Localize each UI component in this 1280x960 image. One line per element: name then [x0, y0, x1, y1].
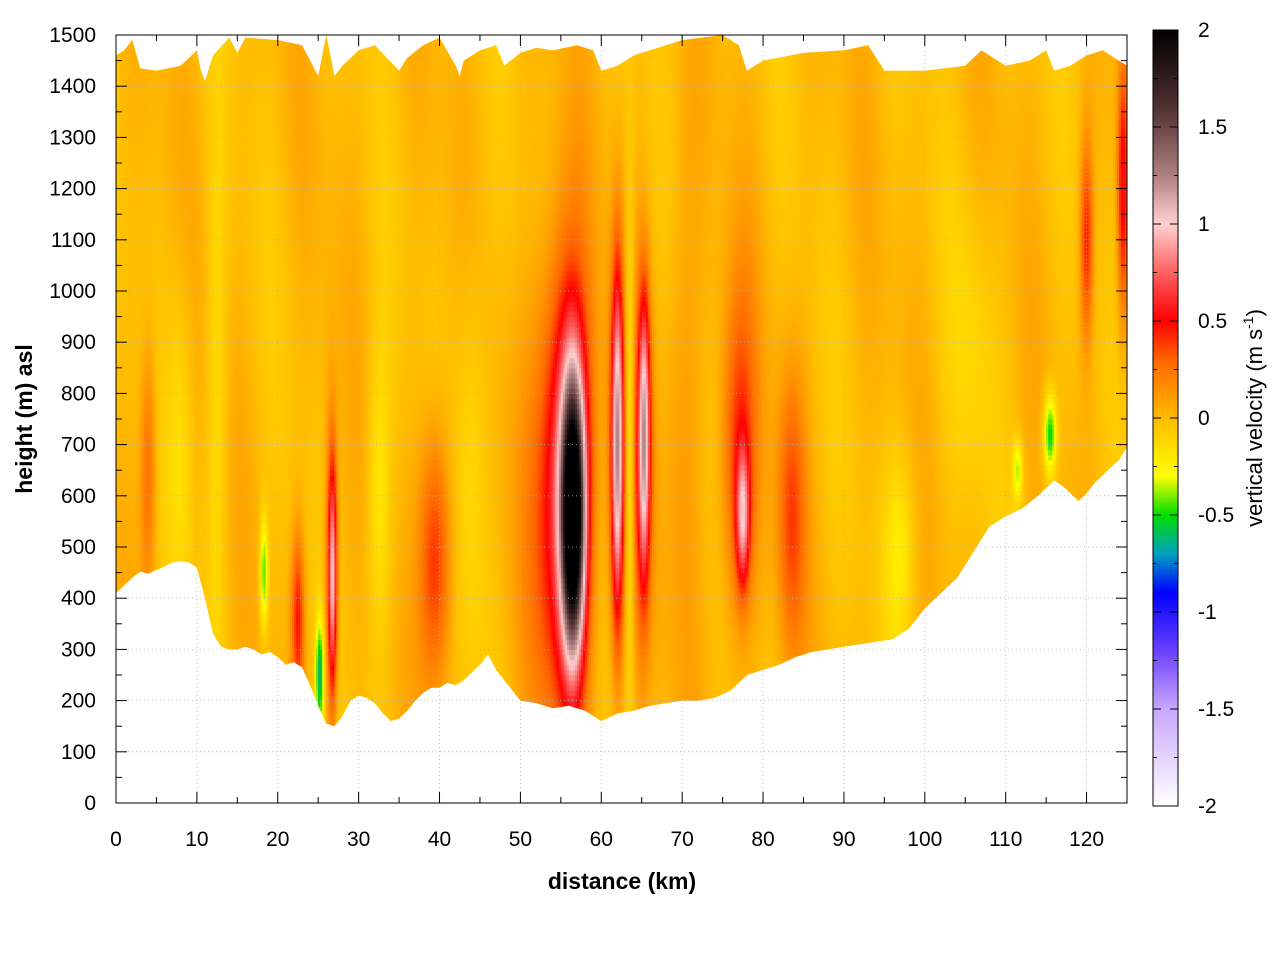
y-tick-label: 100: [61, 741, 96, 764]
colorbar-tick-label: -0.5: [1198, 504, 1234, 527]
x-tick-label: 20: [266, 828, 289, 851]
y-tick-label: 500: [61, 536, 96, 559]
colorbar-title-main: vertical velocity (m s: [1242, 329, 1267, 527]
colorbar-title-close: ): [1242, 309, 1267, 316]
x-tick-label: 60: [590, 828, 613, 851]
y-tick-label: 1200: [49, 178, 96, 201]
y-tick-label: 0: [84, 792, 96, 815]
y-tick-label: 700: [61, 434, 96, 457]
y-tick-label: 1000: [49, 280, 96, 303]
colorbar-tick-label: 1.5: [1198, 116, 1227, 139]
colorbar-title-exponent: -1: [1240, 316, 1256, 329]
x-tick-label: 30: [347, 828, 370, 851]
x-tick-label: 120: [1069, 828, 1104, 851]
x-tick-label: 80: [751, 828, 774, 851]
colorbar-tick-label: 1: [1198, 213, 1210, 236]
y-tick-label: 600: [61, 485, 96, 508]
y-tick-label: 200: [61, 690, 96, 713]
plot-area: 0 10 20 30 40 50 60 70 80 90 100 110 120 0 100 200 300 4…: [49, 24, 1127, 851]
y-tick-label: 900: [61, 331, 96, 354]
x-tick-label: 90: [832, 828, 855, 851]
y-tick-label: 300: [61, 638, 96, 661]
colorbar-tick-label: 0.5: [1198, 310, 1227, 333]
y-tick-label: 800: [61, 382, 96, 405]
x-axis-title: distance (km): [548, 868, 696, 894]
x-tick-label: 100: [907, 828, 942, 851]
x-tick-label: 0: [110, 828, 122, 851]
x-tick-label: 70: [670, 828, 693, 851]
y-tick-label: 1400: [49, 75, 96, 98]
colorbar-title: vertical velocity (m s-1): [1240, 309, 1267, 527]
colorbar-tick-label: -1.5: [1198, 698, 1234, 721]
x-tick-label: 50: [509, 828, 532, 851]
colorbar-tick-label: -1: [1198, 601, 1217, 624]
y-tick-label: 1500: [49, 24, 96, 47]
colorbar-tick-label: 2: [1198, 19, 1210, 42]
y-tick-label: 400: [61, 587, 96, 610]
y-tick-label: 1300: [49, 126, 96, 149]
colorbar: 2 1.5 1 0.5 0 -0.5 -1 -1.5 -2 vertical velocity …: [1153, 19, 1267, 818]
colorbar-tick-label: -2: [1198, 795, 1217, 818]
colorbar-tick-label: 0: [1198, 407, 1210, 430]
y-tick-label: 1100: [51, 229, 96, 252]
y-axis-title: height (m) asl: [11, 344, 37, 494]
x-tick-label: 40: [428, 828, 451, 851]
x-tick-label: 110: [989, 828, 1022, 851]
x-tick-label: 10: [185, 828, 208, 851]
